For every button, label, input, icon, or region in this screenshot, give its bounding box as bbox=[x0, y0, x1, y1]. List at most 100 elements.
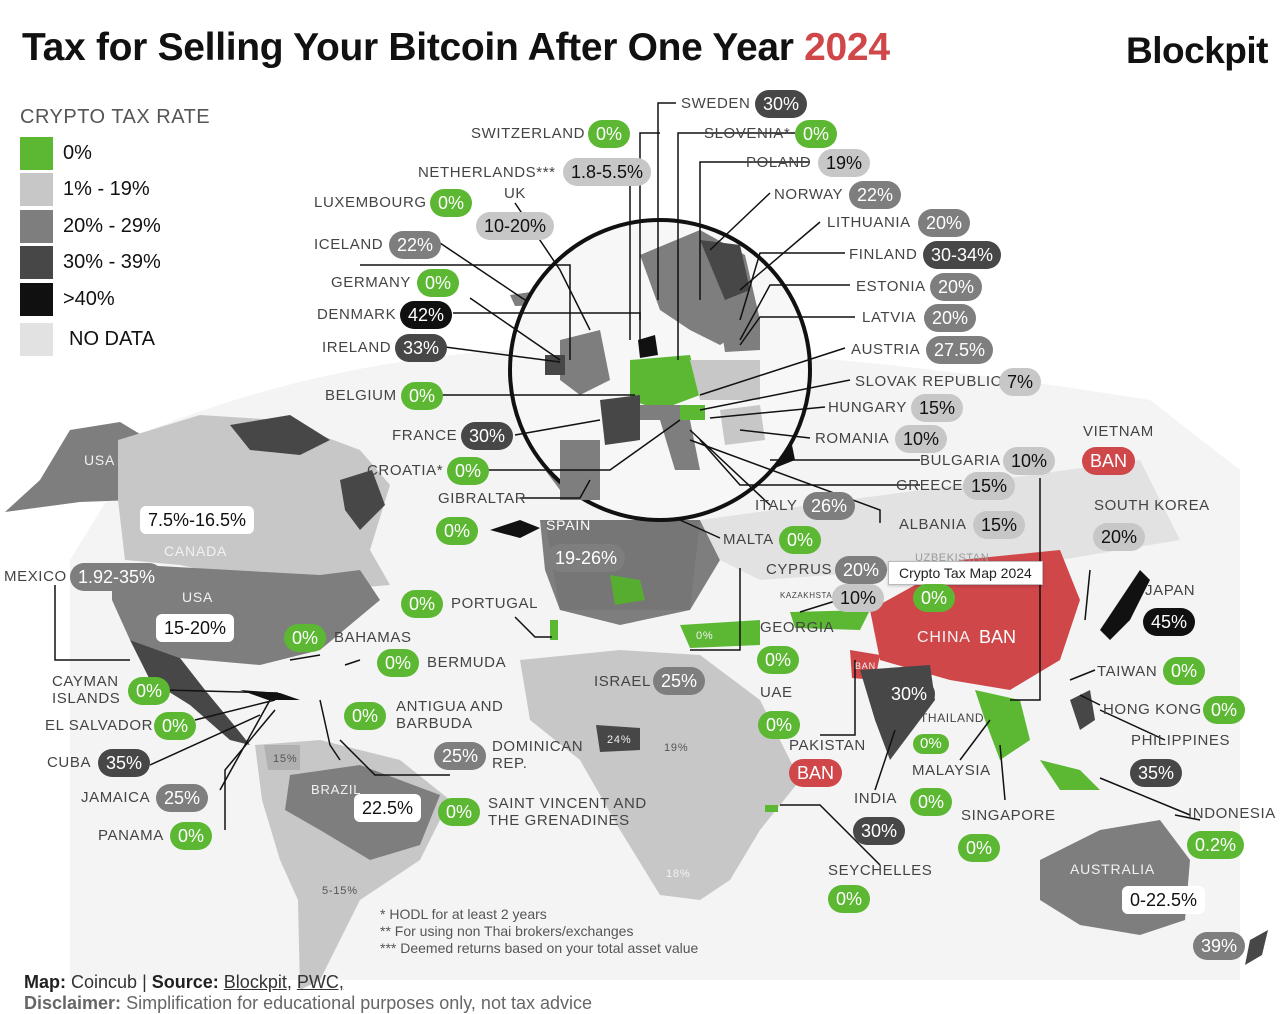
source-link-blockpit[interactable]: Blockpit bbox=[223, 972, 287, 992]
hong-kong-rate: 0% bbox=[1203, 696, 1246, 724]
kazakhstan-label: KAZAKHSTAN bbox=[780, 591, 839, 600]
disclaimer-label: Disclaimer: bbox=[24, 993, 122, 1013]
uzbekistan-rate: 0% bbox=[913, 584, 956, 612]
india-rate: 30% bbox=[853, 817, 906, 845]
ireland-rate: 33% bbox=[395, 334, 448, 362]
norway-rate: 22% bbox=[849, 181, 902, 209]
footnotes: * HODL for at least 2 years ** For using… bbox=[380, 906, 698, 957]
source-link-pwc[interactable]: PWC, bbox=[296, 972, 344, 992]
georgia-label: GEORGIA bbox=[760, 619, 835, 636]
gibraltar-rate: 0% bbox=[436, 517, 479, 545]
japan-rate: 45% bbox=[1143, 608, 1196, 636]
legend-item: 20% - 29% bbox=[20, 208, 210, 245]
antigua-rate: 0% bbox=[344, 702, 387, 730]
south-america-rate-b: 5-15% bbox=[322, 885, 358, 897]
dominican-label: DOMINICAN REP. bbox=[492, 738, 584, 773]
uk-label: UK bbox=[504, 185, 527, 202]
pakistan-label: PAKISTAN bbox=[789, 737, 866, 754]
iceland-label: ICELAND bbox=[314, 236, 384, 253]
disclaimer-text: Simplification for educational purposes … bbox=[126, 993, 593, 1013]
south-korea-rate: 20% bbox=[1093, 523, 1146, 551]
legend-item: NO DATA bbox=[20, 322, 210, 359]
latvia-label: LATVIA bbox=[862, 309, 917, 326]
legend-label: 1% - 19% bbox=[63, 178, 150, 201]
belgium-label: BELGIUM bbox=[325, 387, 397, 404]
cyprus-label: CYPRUS bbox=[766, 561, 833, 578]
austria-label: AUSTRIA bbox=[851, 341, 921, 358]
indonesia-label: INDONESIA bbox=[1188, 805, 1276, 822]
lithuania-label: LITHUANIA bbox=[827, 214, 911, 231]
switzerland-label: SWITZERLAND bbox=[471, 125, 586, 142]
sweden-rate: 30% bbox=[755, 90, 808, 118]
legend-swatch-3 bbox=[20, 246, 53, 280]
bahamas-rate: 0% bbox=[284, 624, 327, 652]
brazil-rate: 22.5% bbox=[354, 794, 422, 822]
iceland-rate: 22% bbox=[389, 231, 442, 259]
canada-label: CANADA bbox=[164, 543, 228, 559]
legend-title: CRYPTO TAX RATE bbox=[20, 106, 211, 128]
australia-map-label: AUSTRALIA bbox=[1070, 861, 1155, 877]
bermuda-label: BERMUDA bbox=[427, 654, 507, 671]
footnote: *** Deemed returns based on your total a… bbox=[380, 940, 699, 956]
canada-rate: 7.5%-16.5% bbox=[140, 506, 255, 534]
usa-map-label: USA bbox=[182, 589, 214, 605]
title-text: Tax for Selling Your Bitcoin After One Y… bbox=[22, 26, 805, 69]
el-salvador-rate: 0% bbox=[154, 712, 197, 740]
china-map-label: CHINA bbox=[917, 629, 971, 646]
cyprus-rate: 20% bbox=[835, 556, 888, 584]
legend-swatch-4 bbox=[20, 282, 53, 316]
uae-label: UAE bbox=[760, 684, 793, 701]
malta-rate: 0% bbox=[779, 526, 822, 554]
footer-map-value: Coincub bbox=[71, 972, 138, 992]
legend-swatch-5 bbox=[20, 323, 53, 357]
germany-label: GERMANY bbox=[331, 274, 412, 291]
south-korea-label: SOUTH KOREA bbox=[1094, 497, 1210, 514]
denmark-rate: 42% bbox=[400, 301, 453, 329]
austria-rate: 27.5% bbox=[926, 336, 994, 364]
jamaica-label: JAMAICA bbox=[81, 789, 151, 806]
mexico-shape bbox=[130, 640, 250, 745]
dominican-rate: 25% bbox=[434, 742, 487, 770]
legend-label: 20% - 29% bbox=[63, 214, 161, 237]
bahamas-label: BAHAMAS bbox=[334, 629, 412, 646]
map-tooltip: Crypto Tax Map 2024 bbox=[888, 561, 1043, 585]
netherlands-rate: 1.8-5.5% bbox=[563, 158, 652, 186]
thailand-rate: 0% bbox=[913, 734, 949, 754]
south-america-rate-a: 15% bbox=[273, 753, 298, 765]
mexico-label: MEXICO bbox=[4, 568, 67, 585]
luxembourg-label: LUXEMBOURG bbox=[314, 194, 427, 211]
kenya-rate: 19% bbox=[664, 742, 689, 754]
slovakia-label: SLOVAK REPUBLIC bbox=[855, 373, 1003, 390]
pakistan-map-label: BAN bbox=[855, 661, 876, 671]
gibraltar-label: GIBRALTAR bbox=[438, 490, 527, 507]
legend-swatch-1 bbox=[20, 173, 53, 207]
panama-rate: 0% bbox=[170, 822, 213, 850]
indonesia-rate: 0.2% bbox=[1187, 831, 1245, 859]
slovakia-rate: 7% bbox=[999, 368, 1042, 396]
romania-label: ROMANIA bbox=[815, 430, 890, 447]
georgia-rate: 0% bbox=[757, 646, 800, 674]
france-label: FRANCE bbox=[392, 427, 458, 444]
legend-item: 0% bbox=[20, 135, 210, 172]
taiwan-label: TAIWAN bbox=[1097, 663, 1158, 680]
netherlands-label: NETHERLANDS*** bbox=[418, 164, 556, 181]
singapore-label: SINGAPORE bbox=[961, 807, 1056, 824]
croatia-label: CROATIA* bbox=[367, 462, 444, 479]
india-map-rate: 30% bbox=[883, 680, 936, 708]
uzbekistan-label: UZBEKISTAN bbox=[915, 552, 990, 564]
legend-label: 30% - 39% bbox=[63, 251, 161, 274]
belgium-rate: 0% bbox=[401, 382, 444, 410]
greece-rate: 15% bbox=[963, 472, 1016, 500]
cayman-label: CAYMAN ISLANDS bbox=[52, 673, 121, 708]
new-zealand-rate: 39% bbox=[1193, 932, 1246, 960]
germany-rate: 0% bbox=[417, 269, 460, 297]
japan-label: JAPAN bbox=[1145, 582, 1196, 599]
philippines-label: PHILIPPINES bbox=[1131, 732, 1231, 749]
ireland-label: IRELAND bbox=[322, 339, 392, 356]
albania-rate: 15% bbox=[973, 511, 1026, 539]
brazil-map-label: BRAZIL bbox=[311, 782, 362, 797]
page-title: Tax for Selling Your Bitcoin After One Y… bbox=[22, 26, 890, 70]
poland-rate: 19% bbox=[818, 149, 871, 177]
blockpit-logo: Blockpit bbox=[1126, 30, 1268, 71]
